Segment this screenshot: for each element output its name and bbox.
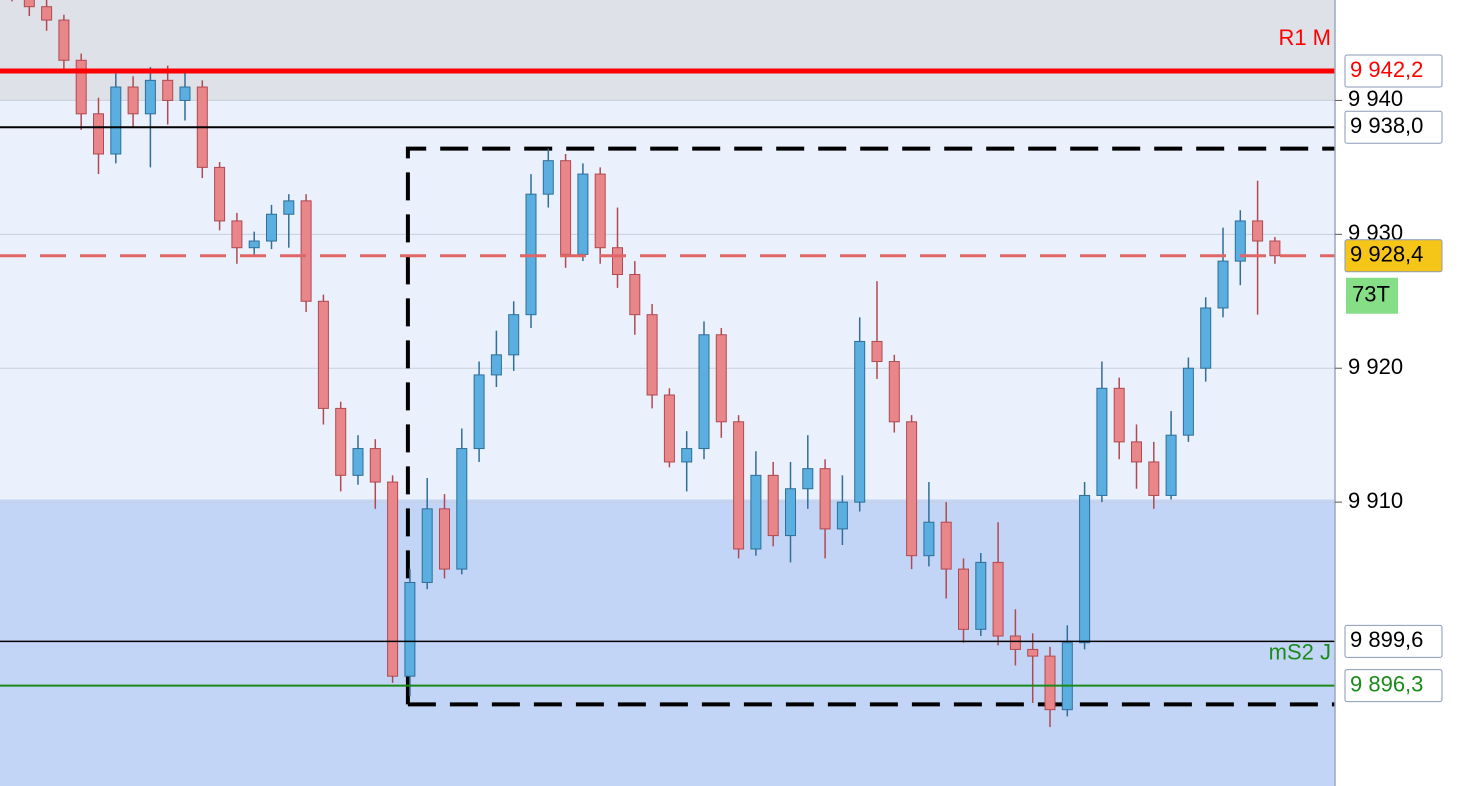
candle-body [975,561,987,630]
candle-body [1079,494,1091,644]
candle-body [110,86,122,155]
candle-body [1131,441,1142,463]
price-label-box [1344,624,1443,658]
price-label-box [1344,669,1443,703]
dashed-box [405,146,1335,707]
candle-body [335,407,347,476]
price-label-box [1344,54,1443,88]
candle-body [41,6,53,21]
candle-body [179,86,191,101]
candle-body [214,166,226,222]
candle-body [1096,387,1108,496]
candle-body [439,508,450,570]
candle-body [1061,642,1073,711]
candle-body [456,448,468,570]
candle-body [958,568,969,630]
candle-body [802,468,814,490]
candle-body [162,79,174,101]
candle-body [767,474,779,537]
candle-body [560,160,572,255]
timer-box [1346,277,1398,314]
candle-body [490,354,502,376]
y-tick-label: 9 940 [1348,86,1403,111]
price-label-box [1344,110,1443,144]
candle-body [785,488,796,537]
candle-body [1182,367,1194,436]
candle-body [248,240,260,249]
candle-body [1113,387,1125,443]
zone [0,499,1335,786]
candle-body [750,474,762,550]
candle-body [733,421,745,550]
candle-body [698,334,710,450]
candle-body [577,173,589,255]
candle-body [1234,220,1246,262]
candle-body [231,220,243,249]
candle-body [144,79,156,115]
candle-body [836,501,848,530]
candle-body [923,521,935,557]
candle-body [58,19,70,61]
candle-body [1217,260,1229,309]
candle-body [1269,240,1281,257]
candle-body [888,361,900,423]
candle-body [871,340,883,363]
level-name: mS2 J [1269,639,1331,664]
candle-body [508,314,520,356]
candle-body [1148,461,1160,496]
candle-body [317,300,329,409]
price-label: 9 938,0 [1350,113,1423,138]
candle-body [404,581,416,677]
candle-body [681,448,693,463]
candle-body [75,59,87,115]
candle-body [542,160,554,195]
price-label: 9 899,6 [1350,627,1423,652]
candle-body [715,334,727,423]
candle-body [93,113,104,155]
candle-body [992,561,1004,637]
y-tick-label: 9 910 [1348,488,1403,513]
candle-body [421,508,433,583]
candle-body [266,213,277,242]
price-label-box [1344,239,1443,273]
candle-body [1009,635,1021,650]
candle-body [629,273,641,316]
candle-body [854,340,866,503]
timer-label: 73T [1352,282,1390,307]
candle-body [473,374,485,450]
level-name: R1 M [1278,25,1331,50]
price-label: 9 928,4 [1350,242,1423,267]
y-tick-label: 9 920 [1348,354,1403,379]
candle-body [283,200,295,215]
candle-body [387,481,399,677]
candle-body [369,448,381,483]
zone [0,0,1335,101]
candle-body [1044,655,1056,711]
candle-body [646,314,658,396]
candle-body [1027,648,1039,657]
candle-body [906,421,918,557]
candle-body [663,394,675,463]
candle-body [300,200,312,302]
candle-body [352,448,364,476]
price-label: 9 942,2 [1350,57,1423,82]
candle-body [1200,307,1212,369]
candle-body [1165,434,1177,496]
candle-body [23,0,35,8]
candle-body [1252,220,1264,242]
plot-area [0,0,1335,786]
candle-body [594,173,606,249]
candle-body [127,86,139,115]
candle-body [940,521,952,570]
candle-body [819,468,831,530]
price-label: 9 896,3 [1350,671,1423,696]
candle-body [612,247,623,275]
